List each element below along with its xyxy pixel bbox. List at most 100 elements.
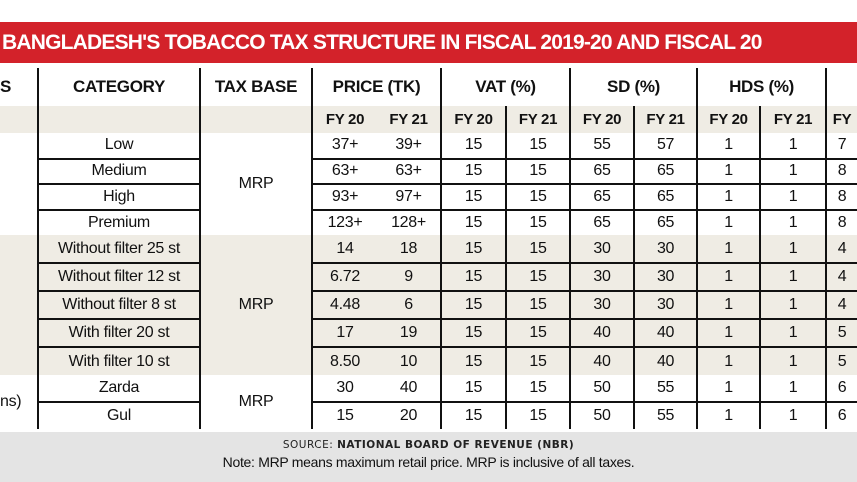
group-label (0, 235, 38, 375)
sd-fy20-cell: 65 (569, 208, 635, 235)
fy-sd-20: FY 20 (569, 106, 635, 133)
vat-fy20-cell: 15 (440, 346, 507, 375)
hds-fy20-cell: 1 (696, 208, 761, 235)
price-fy20-cell: 6.72 (311, 262, 377, 291)
last-partial-cell: 8 (825, 183, 857, 210)
price-fy21-cell: 128+ (377, 208, 442, 235)
sd-fy21-cell: 65 (633, 157, 698, 184)
fy-last-partial: FY (825, 106, 857, 133)
last-partial-cell: 7 (825, 133, 857, 159)
category-cell: Low (37, 133, 200, 159)
fy-row: FY 20 FY 21 FY 20 FY 21 FY 20 FY 21 FY 2… (0, 106, 857, 133)
last-partial-cell: 4 (825, 290, 857, 319)
sd-fy21-cell: 30 (633, 262, 698, 291)
vat-fy21-cell: 15 (505, 133, 571, 159)
vat-fy20-cell: 15 (440, 208, 507, 235)
vat-fy21-cell: 15 (505, 290, 571, 319)
price-fy21-cell: 18 (377, 235, 442, 263)
price-fy20-cell: 8.50 (311, 346, 377, 375)
header-vat: VAT (%) (440, 68, 571, 106)
vat-fy20-cell: 15 (440, 401, 507, 429)
fy-empty (0, 106, 38, 133)
sd-fy21-cell: 30 (633, 290, 698, 319)
table-row: Without filter 12 st 6.72 9 15 15 30 30 1 1 4 (0, 262, 857, 291)
vat-fy21-cell: 15 (505, 401, 571, 429)
source-name: NATIONAL BOARD OF REVENUE (NBR) (337, 439, 575, 451)
table-row: With filter 20 st 17 19 15 15 40 40 1 1 5 (0, 318, 857, 347)
vat-fy21-cell: 15 (505, 208, 571, 235)
vat-fy20-cell: 15 (440, 262, 507, 291)
category-cell: With filter 10 st (37, 346, 200, 375)
header-row: S CATEGORY TAX BASE PRICE (TK) VAT (%) S… (0, 68, 857, 106)
category-cell: Medium (37, 157, 200, 184)
table-row: Without filter 8 st 4.48 6 15 15 30 30 1 1 4 (0, 290, 857, 319)
category-cell: Without filter 25 st (37, 235, 200, 263)
hds-fy20-cell: 1 (696, 235, 761, 263)
price-fy21-cell: 10 (377, 346, 442, 375)
price-fy20-cell: 123+ (311, 208, 377, 235)
table-row: ns) Zarda MRP 30 40 15 15 50 55 1 1 6 (0, 375, 857, 429)
tax-table: S CATEGORY TAX BASE PRICE (TK) VAT (%) S… (0, 68, 857, 429)
tax-base-cell: MRP (199, 375, 312, 429)
header-partial: S (0, 77, 12, 96)
group-label (0, 133, 38, 235)
vat-fy21-cell: 15 (505, 318, 571, 347)
price-fy21-cell: 39+ (395, 136, 422, 154)
price-fy21-cell: 6 (377, 290, 442, 319)
hds-fy20-cell: 1 (696, 375, 761, 402)
hds-fy20-cell: 1 (696, 346, 761, 375)
sd-fy20-cell: 55 (569, 133, 635, 159)
hds-fy20-cell: 1 (696, 290, 761, 319)
sd-fy20-cell: 30 (569, 262, 635, 291)
sd-fy21-cell: 30 (633, 235, 698, 263)
last-partial-cell: 6 (825, 375, 857, 402)
hds-fy20-cell: 1 (696, 157, 761, 184)
category-cell: Without filter 8 st (37, 290, 200, 319)
vat-fy20-cell: 15 (440, 157, 507, 184)
price-fy20-cell: 93+ (311, 183, 377, 210)
vat-fy21-cell: 15 (505, 346, 571, 375)
source-label: SOURCE: (282, 439, 334, 451)
sd-fy21-cell: 57 (633, 133, 698, 159)
sd-fy20-cell: 30 (569, 290, 635, 319)
header-hds: HDS (%) (696, 68, 827, 106)
hds-fy21-cell: 1 (759, 235, 827, 263)
category-cell: Zarda (37, 375, 200, 402)
price-fy20-cell: 37+ (311, 133, 377, 159)
hds-fy21-cell: 1 (759, 262, 827, 291)
price-fy21-cell: 40 (399, 379, 418, 396)
fy-price-20: FY 20 (311, 106, 377, 133)
hds-fy20-cell: 1 (696, 318, 761, 347)
sd-fy20-cell: 65 (569, 183, 635, 210)
category-cell: Premium (37, 208, 200, 235)
sd-fy20-cell: 65 (569, 157, 635, 184)
vat-fy21-cell: 15 (505, 375, 571, 402)
hds-fy21-cell: 1 (759, 208, 827, 235)
category-cell: High (37, 183, 200, 210)
table-row: Low MRP 37+ 39+ 15 15 55 57 1 1 7 (0, 133, 857, 235)
price-fy21-cell: 63+ (377, 157, 442, 184)
vat-fy21-cell: 15 (505, 183, 571, 210)
fy-empty (37, 106, 200, 133)
source-line: SOURCE: NATIONAL BOARD OF REVENUE (NBR) (0, 439, 857, 451)
price-fy21-cell: 97+ (377, 183, 442, 210)
sd-fy21-cell: 55 (633, 375, 698, 402)
price-fy20-cell: 14 (311, 235, 377, 263)
table-row: With filter 10 st 8.50 10 15 15 40 40 1 1 5 (0, 346, 857, 375)
hds-fy21-cell: 1 (759, 401, 827, 429)
sd-fy20-cell: 30 (569, 235, 635, 263)
sd-fy20-cell: 40 (569, 318, 635, 347)
sd-fy21-cell: 65 (633, 183, 698, 210)
note: Note: MRP means maximum retail price. MR… (222, 454, 635, 470)
vat-fy20-cell: 15 (440, 318, 507, 347)
hds-fy21-cell: 1 (759, 133, 827, 159)
header-category: CATEGORY (37, 68, 200, 106)
hds-fy21-cell: 1 (759, 183, 827, 210)
hds-fy21-cell: 1 (759, 157, 827, 184)
tax-base-cell: MRP (199, 133, 312, 235)
hds-fy20-cell: 1 (696, 183, 761, 210)
header-price: PRICE (TK) (310, 68, 442, 106)
sd-fy21-cell: 55 (633, 401, 698, 429)
vat-fy20-cell: 15 (440, 235, 507, 263)
fy-vat-21: FY 21 (505, 106, 571, 133)
